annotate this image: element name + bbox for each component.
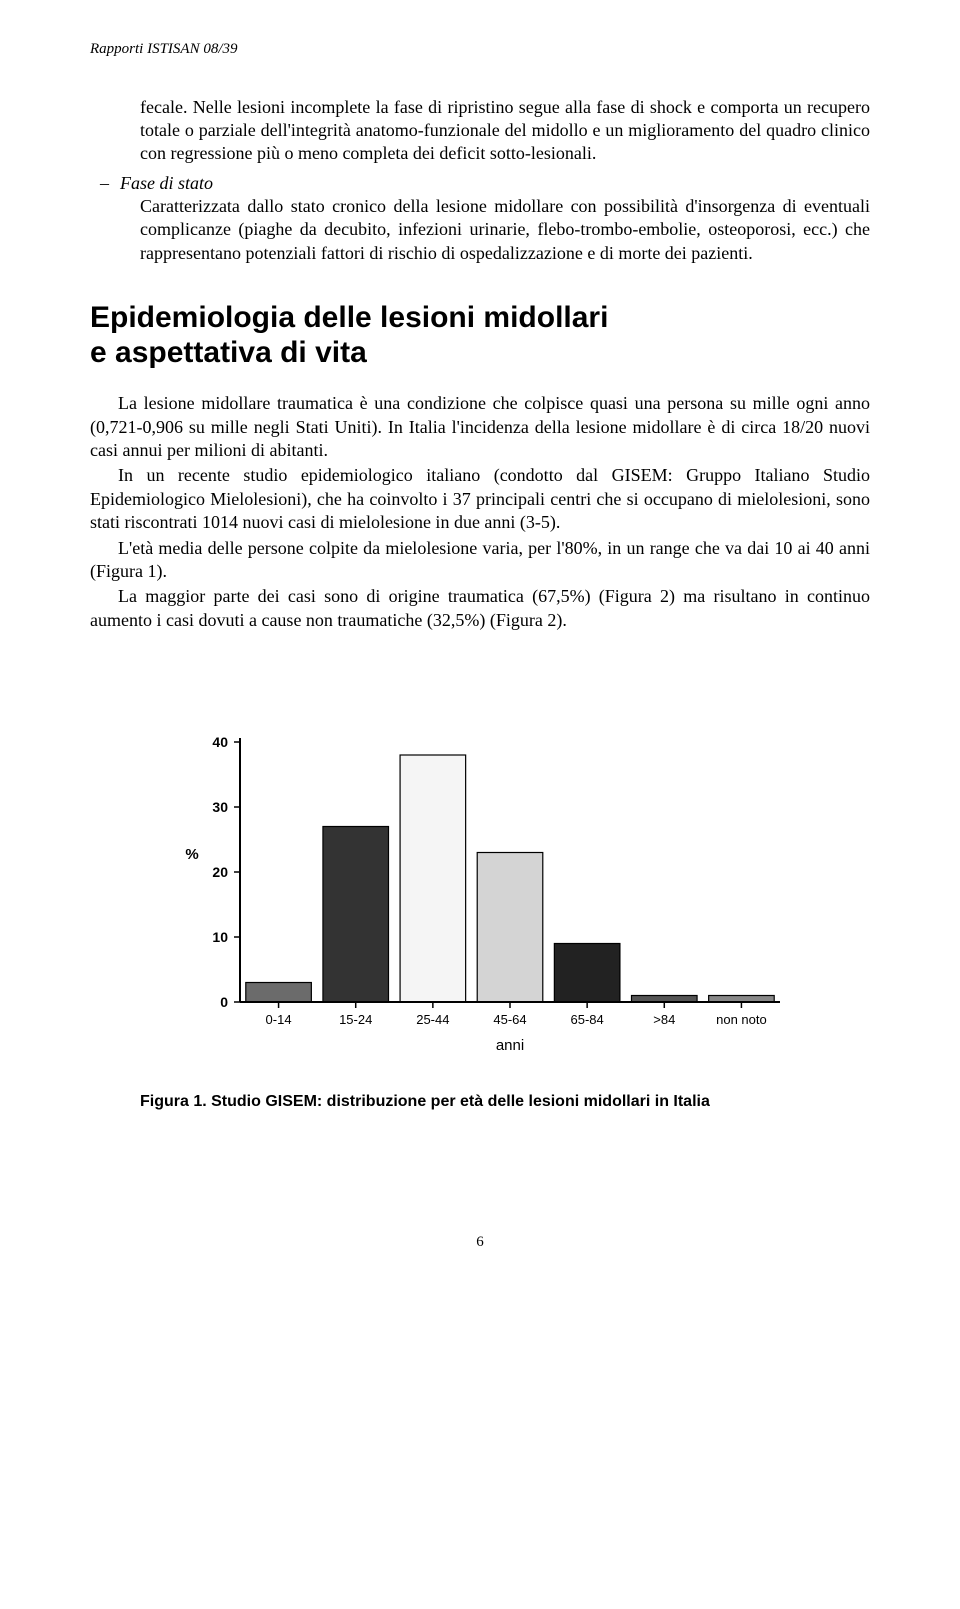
svg-text:20: 20 xyxy=(212,864,228,880)
paragraph-2: In un recente studio epidemiologico ital… xyxy=(90,464,870,534)
section-title: Epidemiologia delle lesioni midollari e … xyxy=(90,301,870,370)
paragraph-3: L'età media delle persone colpite da mie… xyxy=(90,537,870,584)
svg-text:anni: anni xyxy=(496,1037,524,1054)
svg-text:45-64: 45-64 xyxy=(493,1012,526,1027)
svg-text:65-84: 65-84 xyxy=(571,1012,604,1027)
svg-text:10: 10 xyxy=(212,929,228,945)
svg-text:0-14: 0-14 xyxy=(266,1012,292,1027)
list-dash: – xyxy=(100,172,120,195)
list-item-fase-di-stato: –Fase di stato xyxy=(120,172,870,195)
svg-text:0: 0 xyxy=(220,994,228,1010)
section-title-line1: Epidemiologia delle lesioni midollari xyxy=(90,301,608,334)
section-title-line2: e aspettativa di vita xyxy=(90,336,367,369)
svg-text:25-44: 25-44 xyxy=(416,1012,449,1027)
intro-paragraph: fecale. Nelle lesioni incomplete la fase… xyxy=(140,96,870,166)
bar-chart-container: 0 10 20 30 40% 0-14 15-24 25-44 45-64 65-84 >84 non… xyxy=(90,732,870,1062)
figure-caption: Figura 1. Studio GISEM: distribuzione pe… xyxy=(140,1092,870,1113)
list-body-text: Caratterizzata dallo stato cronico della… xyxy=(140,195,870,265)
svg-text:30: 30 xyxy=(212,799,228,815)
paragraph-1: La lesione midollare traumatica è una co… xyxy=(90,392,870,462)
bar-chart: 0 10 20 30 40% 0-14 15-24 25-44 45-64 65-84 >84 non… xyxy=(170,732,790,1062)
svg-text:%: % xyxy=(185,846,198,863)
svg-text:non noto: non noto xyxy=(716,1012,767,1027)
paragraph-4: La maggior parte dei casi sono di origin… xyxy=(90,585,870,632)
svg-text:15-24: 15-24 xyxy=(339,1012,372,1027)
svg-text:>84: >84 xyxy=(653,1012,675,1027)
page-number: 6 xyxy=(90,1233,870,1253)
list-label: Fase di stato xyxy=(120,173,213,193)
svg-text:40: 40 xyxy=(212,734,228,750)
report-header: Rapporti ISTISAN 08/39 xyxy=(90,40,870,60)
